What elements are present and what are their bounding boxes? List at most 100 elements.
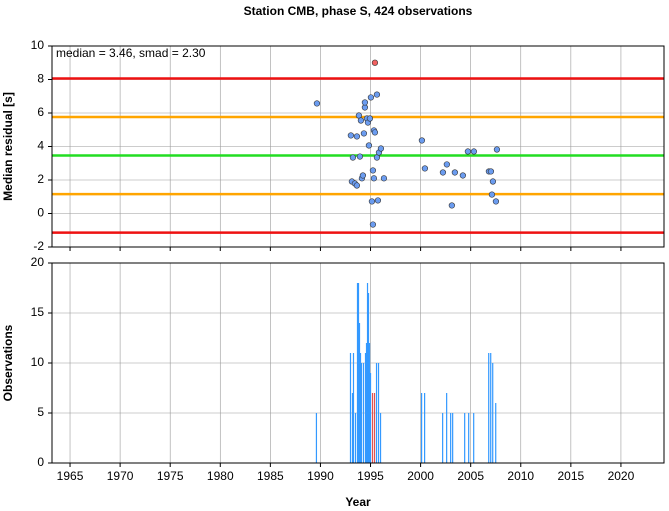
bar xyxy=(452,413,454,463)
point xyxy=(448,202,455,209)
bar xyxy=(358,323,361,463)
chart-title: Station CMB, phase S, 424 observations xyxy=(244,4,473,18)
bar xyxy=(352,353,355,463)
bar xyxy=(356,283,359,463)
bar xyxy=(357,283,360,463)
y-tick-label: -2 xyxy=(33,239,44,253)
point xyxy=(470,148,477,155)
point xyxy=(365,142,373,149)
point xyxy=(374,197,382,204)
bar xyxy=(315,413,318,463)
y-tick-label: 0 xyxy=(37,455,44,469)
y-tick-label: 0 xyxy=(37,206,44,220)
point xyxy=(366,115,374,122)
y-tick-label: 20 xyxy=(31,255,45,269)
x-tick-label: 1995 xyxy=(357,469,384,483)
point xyxy=(369,221,377,228)
bar xyxy=(351,393,354,463)
bar xyxy=(379,413,382,463)
point xyxy=(313,100,321,107)
bar xyxy=(464,413,466,463)
point xyxy=(373,91,381,98)
x-tick-label: 2020 xyxy=(608,469,635,483)
bar xyxy=(362,363,365,463)
bar xyxy=(490,353,492,463)
bar xyxy=(360,363,363,463)
bar xyxy=(369,373,372,463)
x-tick-label: 2000 xyxy=(407,469,434,483)
bar xyxy=(349,353,352,463)
bar xyxy=(492,363,494,463)
bar xyxy=(424,393,426,463)
x-tick-label: 1990 xyxy=(307,469,334,483)
point xyxy=(377,145,385,152)
annotation: median = 3.46, smad = 2.30 xyxy=(56,46,206,60)
bar xyxy=(421,393,423,463)
bar xyxy=(377,363,380,463)
y-tick-label: 2 xyxy=(37,172,44,186)
bar xyxy=(371,393,374,463)
bar xyxy=(366,283,369,463)
bar xyxy=(364,353,367,463)
bar xyxy=(468,413,470,463)
bar xyxy=(368,343,371,463)
point xyxy=(489,178,497,185)
x-tick-label: 1980 xyxy=(207,469,234,483)
plot-frame xyxy=(51,262,665,464)
y-axis-label: Observations xyxy=(1,324,15,401)
bar xyxy=(367,293,370,463)
x-tick-label: 2005 xyxy=(457,469,484,483)
point xyxy=(492,198,500,205)
point xyxy=(353,182,360,189)
point xyxy=(369,167,377,174)
bar xyxy=(365,343,368,463)
point xyxy=(459,172,466,179)
bar xyxy=(488,353,490,463)
bar xyxy=(442,413,444,463)
y-tick-label: 10 xyxy=(31,355,45,369)
y-tick-label: 4 xyxy=(37,139,44,153)
point xyxy=(360,130,368,137)
point xyxy=(439,169,447,176)
point xyxy=(443,161,450,168)
point xyxy=(380,175,388,182)
point xyxy=(371,129,379,136)
point xyxy=(451,169,458,176)
bar xyxy=(375,363,378,463)
point xyxy=(493,146,501,153)
point xyxy=(361,99,369,106)
x-tick-label: 2010 xyxy=(507,469,534,483)
y-tick-label: 10 xyxy=(31,38,45,52)
point xyxy=(357,117,365,124)
bar xyxy=(359,353,362,463)
bar xyxy=(446,393,448,463)
plot-frame xyxy=(51,45,665,248)
x-axis-label: Year xyxy=(345,495,371,509)
y-tick-label: 15 xyxy=(31,305,45,319)
bar xyxy=(495,403,497,463)
y-axis-label: Median residual [s] xyxy=(1,92,15,201)
bar xyxy=(450,413,452,463)
y-tick-label: 5 xyxy=(37,405,44,419)
point xyxy=(359,172,367,179)
point xyxy=(464,148,471,155)
point xyxy=(418,137,426,144)
point xyxy=(421,165,429,172)
point xyxy=(368,198,376,205)
x-tick-label: 1970 xyxy=(107,469,134,483)
bar xyxy=(373,393,376,463)
point xyxy=(347,132,354,139)
x-tick-label: 1975 xyxy=(157,469,184,483)
bar xyxy=(354,413,357,463)
x-tick-label: 1965 xyxy=(57,469,84,483)
point xyxy=(367,94,375,101)
x-tick-label: 1985 xyxy=(257,469,284,483)
bar xyxy=(473,413,475,463)
point xyxy=(356,153,364,160)
point xyxy=(488,191,496,198)
y-tick-label: 8 xyxy=(37,72,44,86)
point xyxy=(487,168,495,175)
point xyxy=(371,59,379,66)
